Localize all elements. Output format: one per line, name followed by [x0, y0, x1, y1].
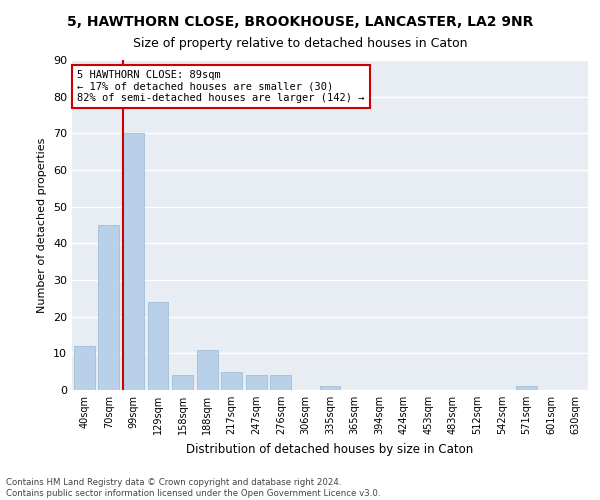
Text: Size of property relative to detached houses in Caton: Size of property relative to detached ho…: [133, 38, 467, 51]
Bar: [221, 372, 242, 390]
Bar: [320, 386, 340, 390]
Bar: [148, 302, 169, 390]
Text: Contains HM Land Registry data © Crown copyright and database right 2024.
Contai: Contains HM Land Registry data © Crown c…: [6, 478, 380, 498]
Y-axis label: Number of detached properties: Number of detached properties: [37, 138, 47, 312]
Bar: [197, 350, 218, 390]
Bar: [172, 376, 193, 390]
Bar: [123, 134, 144, 390]
X-axis label: Distribution of detached houses by size in Caton: Distribution of detached houses by size …: [187, 442, 473, 456]
Bar: [246, 376, 267, 390]
Text: 5, HAWTHORN CLOSE, BROOKHOUSE, LANCASTER, LA2 9NR: 5, HAWTHORN CLOSE, BROOKHOUSE, LANCASTER…: [67, 15, 533, 29]
Bar: [74, 346, 95, 390]
Text: 5 HAWTHORN CLOSE: 89sqm
← 17% of detached houses are smaller (30)
82% of semi-de: 5 HAWTHORN CLOSE: 89sqm ← 17% of detache…: [77, 70, 365, 103]
Bar: [98, 225, 119, 390]
Bar: [516, 386, 537, 390]
Bar: [271, 376, 292, 390]
